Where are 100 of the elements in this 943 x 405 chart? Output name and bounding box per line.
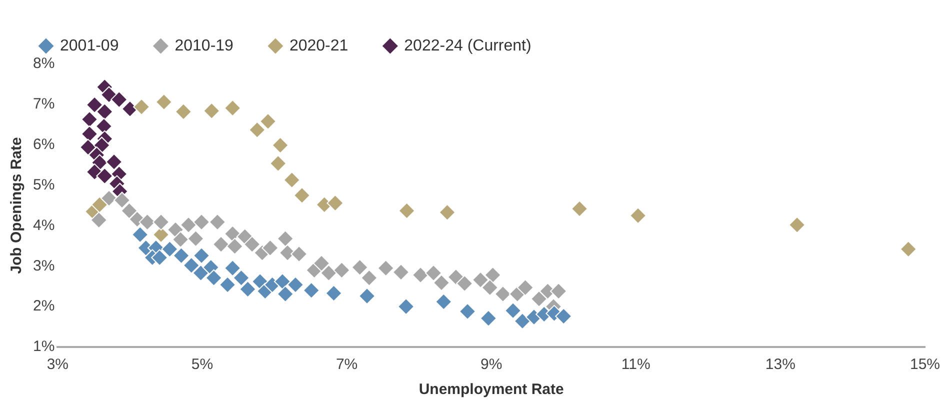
point	[312, 254, 330, 272]
point	[270, 154, 287, 172]
point	[180, 216, 197, 234]
point	[272, 136, 289, 154]
point	[262, 239, 279, 256]
point	[193, 247, 210, 264]
y-tick-label: 6%	[32, 136, 55, 153]
point	[239, 280, 256, 298]
x-tick-label: 3%	[46, 356, 69, 374]
point	[187, 230, 204, 248]
point	[205, 269, 222, 286]
point	[326, 194, 344, 212]
point	[226, 238, 244, 255]
y-tick-label: 2%	[32, 298, 55, 315]
point	[630, 207, 647, 224]
point	[276, 286, 294, 303]
point	[161, 240, 178, 258]
point	[90, 212, 108, 229]
point	[86, 96, 104, 114]
point	[438, 204, 456, 221]
point	[456, 275, 474, 292]
point	[788, 216, 806, 234]
point	[91, 196, 108, 214]
point	[425, 264, 442, 282]
point	[182, 256, 200, 274]
point	[260, 112, 276, 130]
point	[392, 264, 410, 281]
point	[276, 230, 294, 248]
point	[120, 202, 138, 220]
point	[555, 308, 572, 325]
point	[93, 136, 110, 154]
legend-label: 2020-21	[289, 37, 348, 54]
point	[106, 153, 123, 170]
point	[472, 271, 489, 288]
point	[80, 125, 98, 142]
point	[232, 269, 250, 286]
point	[550, 282, 568, 300]
y-tick-label: 3%	[32, 257, 55, 274]
point	[114, 192, 131, 209]
point	[900, 240, 917, 258]
point	[398, 298, 415, 316]
point	[504, 302, 522, 320]
point	[435, 293, 452, 310]
point	[208, 214, 226, 231]
point	[516, 279, 534, 296]
point	[286, 276, 304, 294]
point	[412, 266, 430, 284]
point	[133, 98, 150, 116]
point	[203, 102, 220, 120]
point	[132, 226, 149, 244]
point	[80, 110, 98, 128]
point	[514, 312, 531, 330]
point	[96, 103, 114, 120]
point	[224, 260, 242, 277]
y-tick-label: 4%	[32, 216, 55, 234]
x-tick-label: 7%	[336, 356, 358, 374]
point	[571, 200, 588, 218]
point	[96, 167, 114, 184]
point	[293, 186, 310, 204]
y-tick-label: 8%	[32, 55, 55, 72]
point	[351, 258, 368, 276]
y-tick-label: 5%	[32, 176, 55, 194]
point	[224, 100, 242, 117]
legend-label: 2001-09	[60, 37, 119, 54]
legend-label: 2010-19	[174, 37, 234, 54]
point	[110, 91, 128, 108]
point	[274, 273, 291, 290]
point	[484, 266, 502, 284]
point	[172, 230, 190, 248]
point	[172, 247, 190, 264]
x-tick-label: 9%	[480, 356, 502, 374]
point	[302, 282, 320, 299]
point	[283, 172, 300, 189]
point	[494, 286, 512, 303]
point	[480, 310, 497, 327]
y-tick-label: 7%	[32, 96, 55, 113]
point	[193, 214, 210, 231]
point	[290, 246, 308, 263]
y-tick-label: 1%	[32, 338, 55, 356]
point	[530, 290, 548, 308]
point	[325, 284, 342, 302]
point	[398, 202, 416, 220]
x-axis-title: Unemployment Rate	[418, 381, 564, 398]
point	[358, 288, 376, 305]
x-tick-label: 13%	[765, 356, 796, 374]
point	[212, 236, 230, 253]
point	[248, 121, 266, 138]
legend-label: 2022-24 (Current)	[404, 37, 532, 54]
point	[458, 302, 476, 320]
x-tick-label: 15%	[910, 356, 940, 374]
x-tick-label: 11%	[621, 356, 650, 374]
x-tick-label: 5%	[191, 356, 214, 374]
point	[333, 262, 350, 279]
point	[320, 264, 338, 282]
point	[481, 279, 498, 296]
point	[377, 260, 394, 277]
point	[192, 264, 210, 282]
point	[152, 214, 170, 231]
point	[151, 249, 168, 266]
point	[219, 276, 236, 294]
